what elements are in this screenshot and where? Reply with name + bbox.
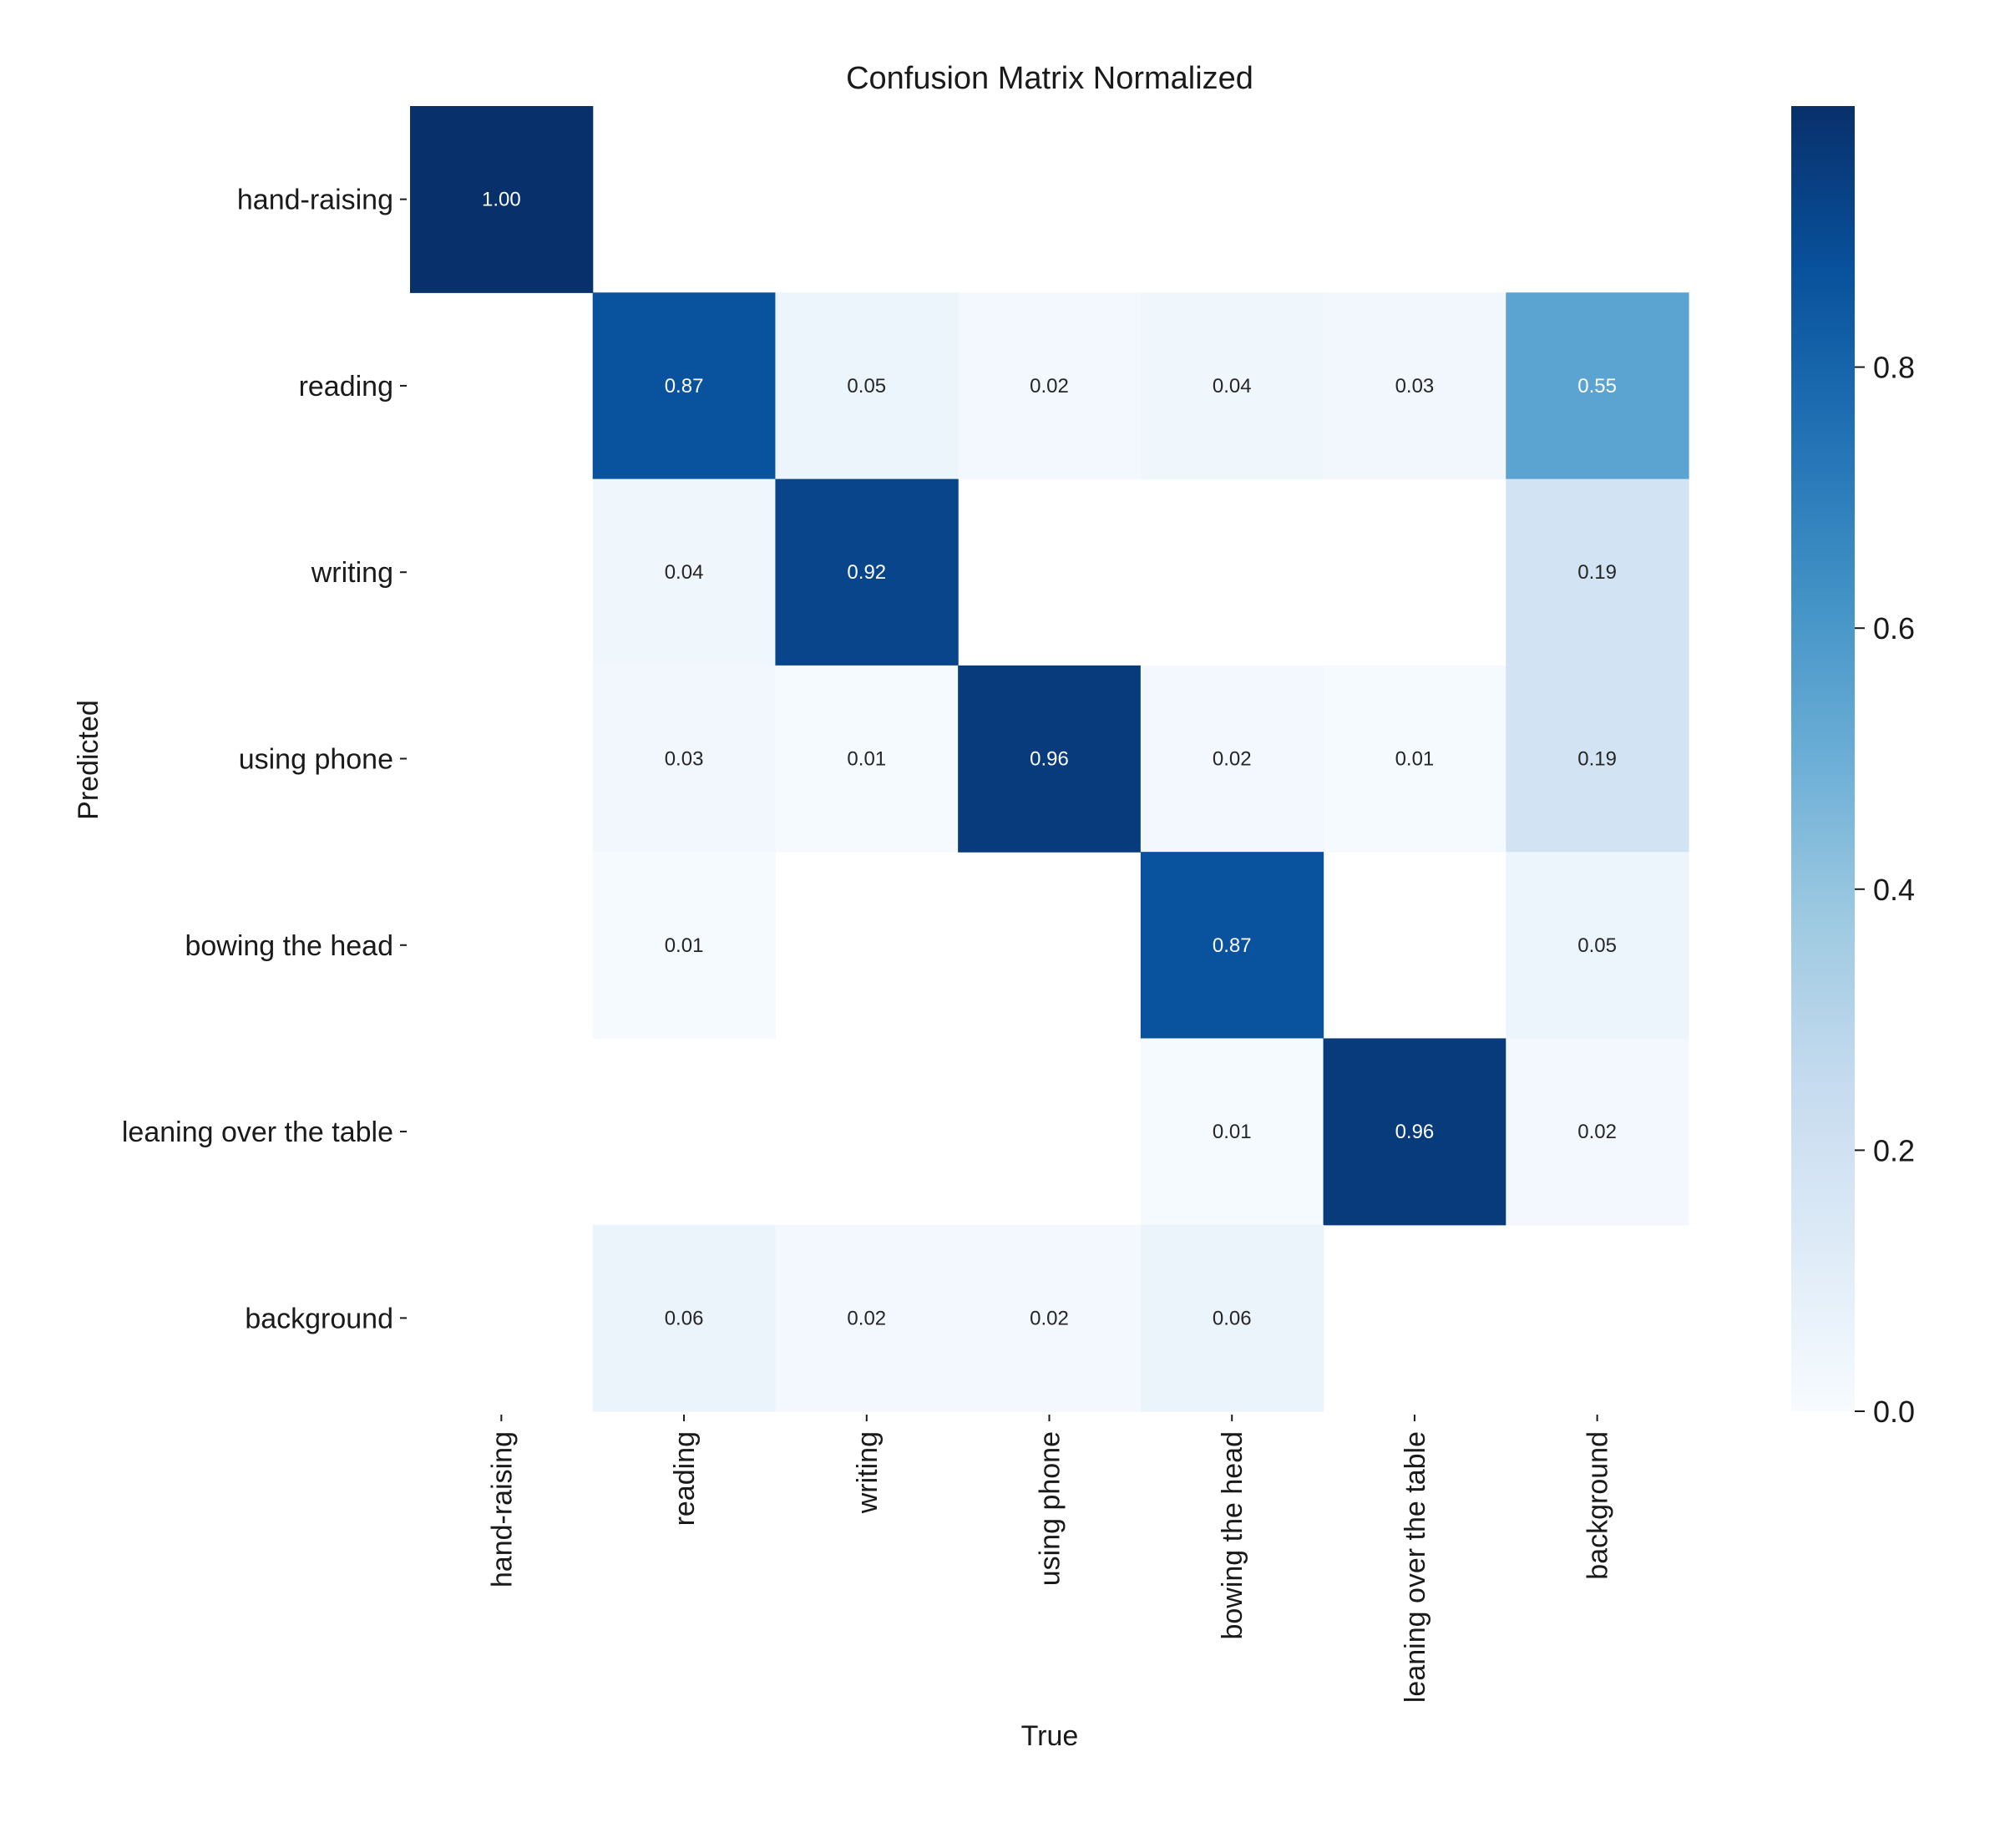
chart-title: Confusion Matrix Normalized (846, 61, 1253, 96)
cell-using-phone-using-phone (958, 665, 1142, 853)
y-tick-label: background (245, 1303, 393, 1334)
heatmap-cells (410, 106, 1689, 1412)
cell-leaning-over-the-table-background (1506, 1038, 1689, 1226)
cell-value-label: 1.00 (482, 189, 521, 211)
cell-value-label: 0.03 (665, 748, 704, 771)
y-tick-label: hand-raising (237, 185, 393, 216)
cell-value-label: 0.92 (847, 561, 886, 584)
cell-value-label: 0.01 (1395, 748, 1435, 771)
x-tick-label: background (1582, 1431, 1614, 1580)
colorbar (1791, 106, 1855, 1411)
x-axis-label: True (1021, 1720, 1079, 1752)
y-tick-label: using phone (239, 744, 393, 776)
cell-value-label: 0.02 (1030, 375, 1069, 397)
cell-value-label: 0.03 (1395, 375, 1435, 397)
cell-reading-using-phone (958, 292, 1142, 480)
cell-reading-leaning-over-the-table (1323, 292, 1506, 480)
colorbar-tick-label: 0.2 (1873, 1133, 1915, 1167)
colorbar-tick-label: 0.6 (1873, 611, 1915, 646)
x-tick-label: using phone (1035, 1431, 1066, 1586)
cell-value-label: 0.87 (665, 375, 704, 397)
cell-value-label: 0.01 (1213, 1121, 1252, 1143)
cell-value-label: 0.02 (1213, 748, 1252, 771)
cell-leaning-over-the-table-bowing-the-head (1140, 1038, 1324, 1226)
x-tick-label: bowing the head (1217, 1431, 1248, 1640)
cell-using-phone-reading (592, 665, 777, 853)
cell-value-label: 0.04 (665, 561, 704, 584)
cell-value-label: 0.19 (1577, 561, 1617, 584)
cell-reading-background (1506, 292, 1689, 480)
cell-reading-bowing-the-head (1140, 292, 1324, 480)
cell-value-label: 0.06 (665, 1307, 704, 1329)
x-axis-ticks: hand-raising reading writing using phone bow… (486, 1415, 1614, 1703)
x-tick-label: writing (852, 1431, 884, 1514)
y-axis-ticks: hand-raising reading writing using phone bow… (122, 185, 407, 1334)
cell-using-phone-background (1506, 665, 1689, 853)
cell-value-label: 0.19 (1577, 748, 1617, 771)
cell-value-label: 0.02 (1030, 1307, 1069, 1329)
cell-value-label: 0.02 (847, 1307, 886, 1329)
cell-value-label: 0.96 (1395, 1121, 1435, 1143)
colorbar-ticks: 0.0 0.2 0.4 0.6 0.8 (1855, 351, 1915, 1429)
cell-value-label: 0.55 (1577, 375, 1617, 397)
cell-using-phone-writing (775, 665, 959, 853)
y-tick-label: writing (311, 557, 393, 589)
cell-leaning-over-the-table-leaning-over-the-table (1323, 1038, 1506, 1226)
y-tick-label: reading (299, 371, 393, 403)
cell-value-label: 0.05 (847, 375, 886, 397)
y-axis-label: Predicted (73, 700, 104, 820)
cell-reading-reading (592, 292, 777, 480)
cell-writing-background (1506, 478, 1689, 666)
colorbar-tick-label: 0.4 (1873, 873, 1915, 907)
y-tick-label: bowing the head (185, 930, 393, 962)
cell-bowing-the-head-reading (592, 852, 777, 1040)
cell-using-phone-bowing-the-head (1140, 665, 1324, 853)
cell-value-label: 0.04 (1213, 375, 1252, 397)
cell-value-label: 0.05 (1577, 934, 1617, 957)
cell-background-using-phone (958, 1224, 1142, 1412)
cell-bowing-the-head-background (1506, 852, 1689, 1040)
cell-writing-reading (592, 478, 777, 666)
heatmap-cell-labels: 1.00 0.87 0.05 0.02 0.04 0.03 0.55 0.04 0.92 0.19… (482, 189, 1617, 1330)
cell-writing-writing (775, 478, 959, 666)
y-tick-label: leaning over the table (122, 1116, 393, 1148)
colorbar-tick-label: 0.8 (1873, 351, 1915, 385)
cell-hand-raising-hand-raising (410, 106, 594, 293)
x-tick-label: leaning over the table (1400, 1431, 1431, 1703)
x-tick-label: hand-raising (486, 1431, 518, 1587)
x-tick-label: reading (669, 1431, 701, 1526)
cell-value-label: 0.96 (1030, 748, 1069, 771)
colorbar-tick-label: 0.0 (1873, 1395, 1915, 1429)
cell-value-label: 0.01 (847, 748, 886, 771)
cell-value-label: 0.87 (1213, 934, 1252, 957)
cell-value-label: 0.06 (1213, 1307, 1252, 1329)
cell-using-phone-leaning-over-the-table (1323, 665, 1506, 853)
cell-background-bowing-the-head (1140, 1224, 1324, 1412)
cell-background-writing (775, 1224, 959, 1412)
cell-reading-writing (775, 292, 959, 480)
cell-background-reading (592, 1224, 777, 1412)
cell-value-label: 0.02 (1577, 1121, 1617, 1143)
cell-value-label: 0.01 (665, 934, 704, 957)
cell-bowing-the-head-bowing-the-head (1140, 852, 1324, 1040)
